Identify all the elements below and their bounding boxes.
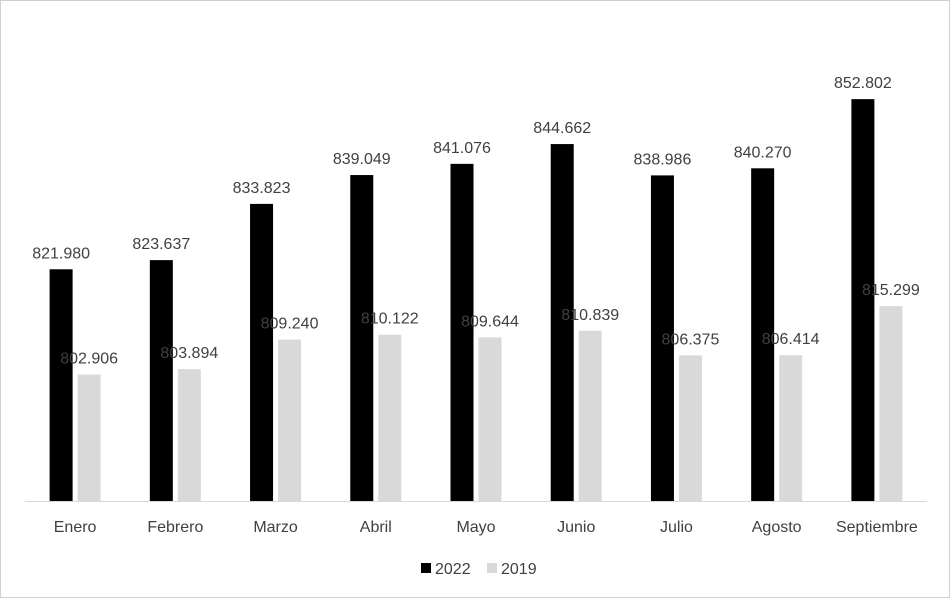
data-label-2022-enero: 821.980 [32,245,90,262]
category-label-septiembre: Septiembre [836,519,918,536]
category-label-febrero: Febrero [147,519,203,536]
data-label-2022-junio: 844.662 [533,120,591,137]
bar-2019-abril [378,334,402,501]
data-label-2022-febrero: 823.637 [132,236,190,253]
bar-2019-febrero [177,369,201,501]
bar-2022-julio [650,175,674,501]
data-label-2019-marzo: 809.240 [261,316,319,333]
bar-2022-febrero [149,260,173,501]
data-label-2019-julio: 806.375 [662,331,720,348]
data-label-2019-mayo: 809.644 [461,313,519,330]
category-label-enero: Enero [54,519,97,536]
bar-2019-julio [678,355,702,501]
data-label-2022-agosto: 840.270 [734,144,792,161]
data-label-2019-abril: 810.122 [361,311,419,328]
data-label-2019-febrero: 803.894 [160,345,218,362]
data-label-2019-enero: 802.906 [60,351,118,368]
data-label-2022-marzo: 833.823 [233,180,291,197]
category-label-julio: Julio [660,519,693,536]
category-label-mayo: Mayo [456,519,495,536]
bar-2022-abril [350,175,374,502]
bar-2022-enero [49,269,73,501]
data-label-2022-mayo: 841.076 [433,140,491,157]
bar-2019-junio [578,330,602,501]
data-label-2019-agosto: 806.414 [762,331,820,348]
legend-label-2022: 2022 [435,561,471,578]
bar-2019-septiembre [879,306,903,501]
legend-label-2019: 2019 [501,561,537,578]
category-label-abril: Abril [360,519,392,536]
bar-2019-enero [77,374,101,501]
category-label-junio: Junio [557,519,595,536]
bar-2022-mayo [450,163,474,501]
data-label-2019-septiembre: 815.299 [862,282,920,299]
data-label-2022-abril: 839.049 [333,151,391,168]
bar-2019-mayo [478,337,502,501]
data-label-2022-septiembre: 852.802 [834,75,892,92]
bar-2022-marzo [250,203,274,501]
bar-2022-septiembre [851,99,875,501]
legend-swatch-2022 [421,563,431,573]
data-label-2022-julio: 838.986 [634,151,692,168]
bar-2022-junio [550,144,574,501]
bar-2022-agosto [751,168,775,501]
bar-2019-agosto [779,355,803,501]
legend-swatch-2019 [487,563,497,573]
category-label-marzo: Marzo [253,519,298,536]
data-label-2019-junio: 810.839 [561,307,619,324]
bar-2019-marzo [278,339,302,501]
category-label-agosto: Agosto [752,519,802,536]
